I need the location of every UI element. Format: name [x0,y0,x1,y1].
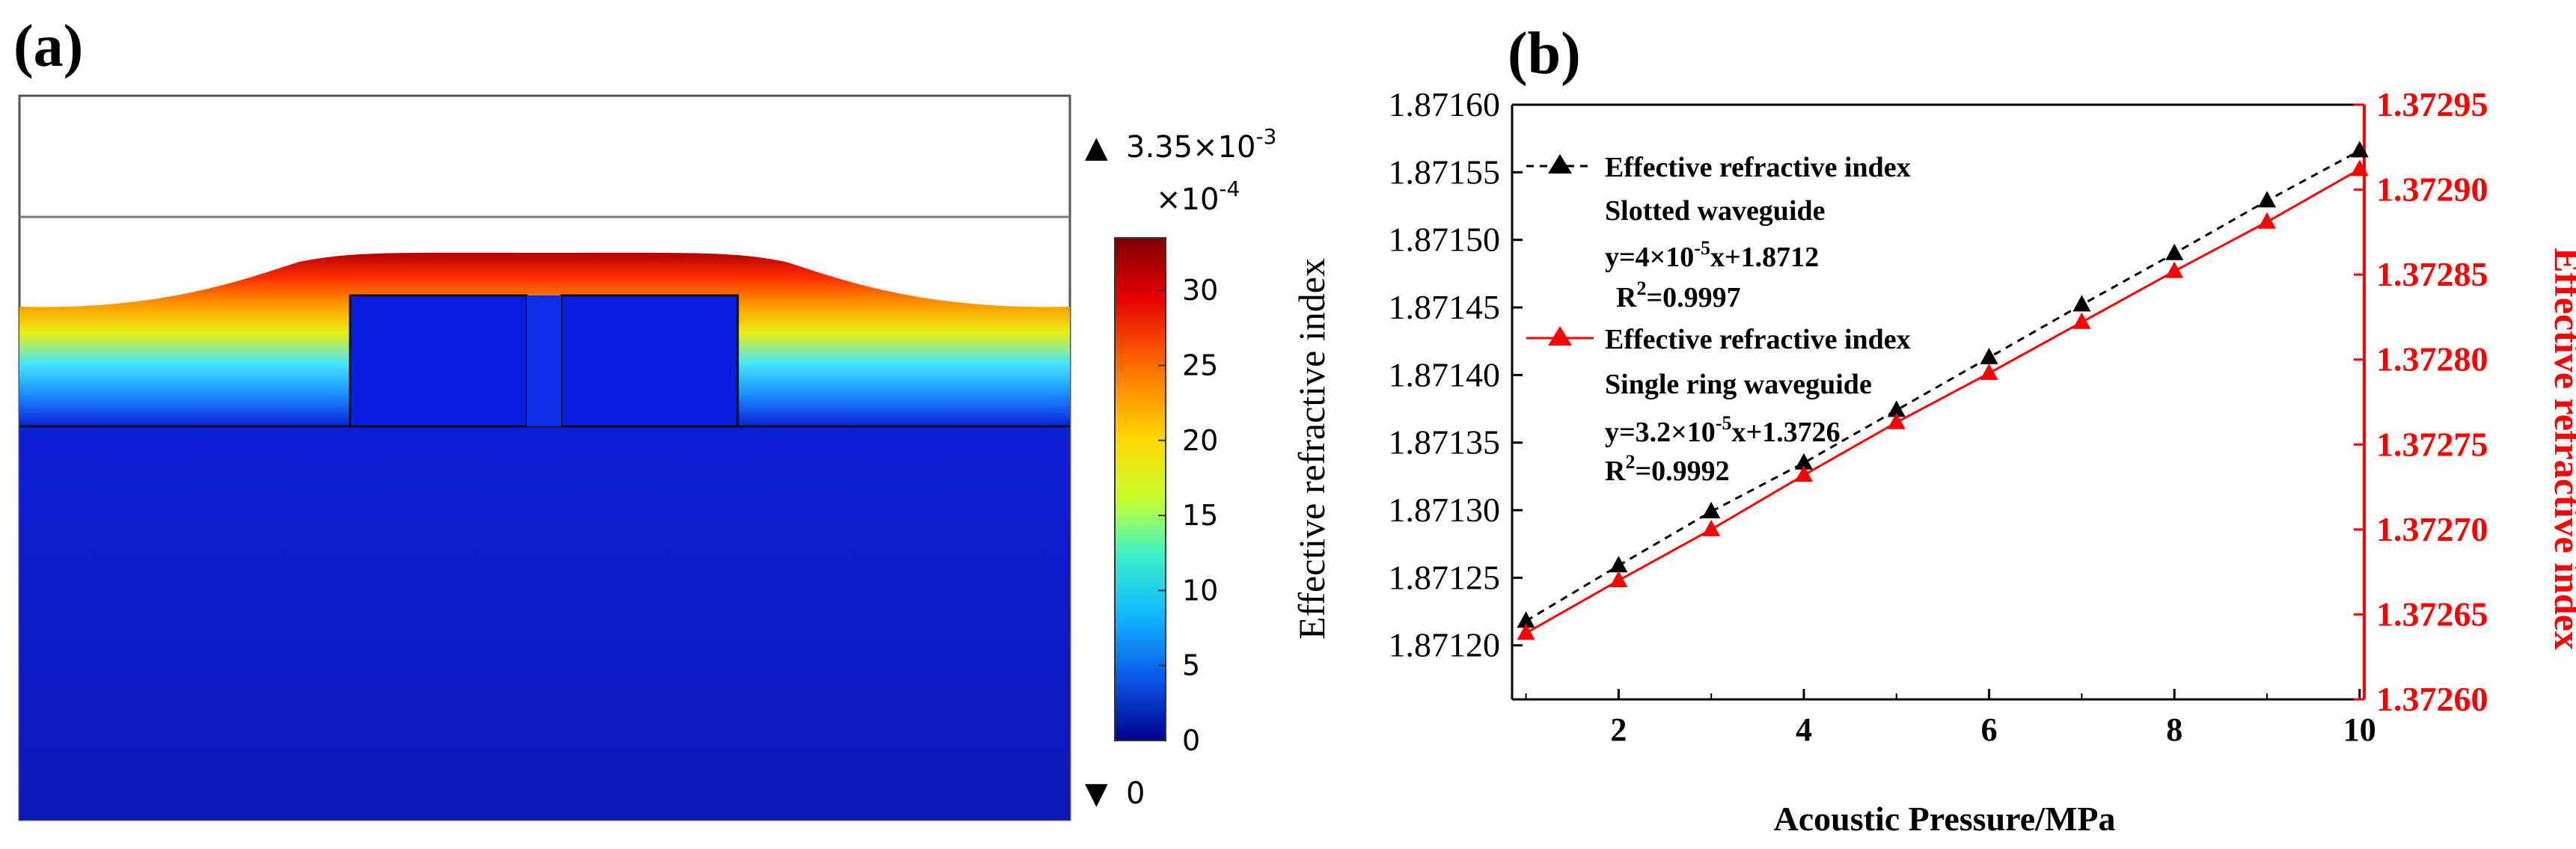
fit-equation-2: y=3.2×10-5x+1.3726 [1605,412,1841,448]
legend-marker-ring [1548,326,1572,346]
y-right-tick-label: 1.37270 [2376,510,2488,548]
colorbar-scale-label: ×10-4 [1156,177,1240,217]
data-point-slotted [1702,501,1721,518]
y-left-tick-label: 1.87140 [1389,355,1501,393]
plot-ticks: 2 4 6 8 10 1.87120 1.87125 1.87130 1.87135 1.8714… [1389,85,2488,748]
legend: Effective refractive index Slotted waveg… [1526,152,1911,487]
legend-marker-slotted [1548,154,1572,174]
x-axis-title: Acoustic Pressure/MPa [1774,800,2116,838]
y-right-tick-label: 1.37265 [2376,595,2488,633]
colorbar-tick-label: 20 [1182,424,1218,457]
data-point-ring [1702,519,1721,536]
data-point-ring [1794,465,1813,482]
y-right-tick-label: 1.37290 [2376,171,2488,209]
r-squared-1: R2=0.9997 [1616,278,1741,313]
y-left-tick-label: 1.87120 [1389,626,1501,664]
data-point-slotted [1887,400,1906,417]
x-tick-label: 4 [1796,711,1812,748]
data-point-ring [2072,312,2091,329]
data-point-ring [1517,623,1535,640]
y-left-tick-label: 1.87160 [1389,85,1501,123]
max-marker-icon: ▲ [1085,130,1108,165]
fit-equation-1: y=4×10-5x+1.8712 [1605,237,1819,273]
y-right-tick-label: 1.37295 [2376,85,2488,123]
data-point-slotted [1794,453,1813,470]
y-right-tick-label: 1.37285 [2376,255,2488,293]
data-point-slotted [2350,141,2369,158]
data-point-ring [1609,571,1628,587]
legend-entry-2-sub: Single ring waveguide [1605,369,1872,400]
min-marker-icon: ▼ [1085,776,1108,811]
data-point-ring [2258,212,2277,229]
legend-entry-2: Effective refractive index [1605,324,1911,355]
data-point-slotted [1980,347,1998,364]
y-axis-title-right: Effective refractive index [2547,248,2576,650]
waveguide-rail-left [349,294,528,428]
y-left-tick-label: 1.87125 [1389,558,1501,596]
data-point-slotted [1517,611,1535,628]
data-point-ring [1887,412,1906,429]
y-right-tick-label: 1.37280 [2376,340,2488,378]
legend-entry-1: Effective refractive index [1605,152,1911,183]
x-tick-label: 10 [2343,711,2376,748]
y-axis-title-left: Effective refractive index [1291,258,1333,640]
data-point-ring [2165,261,2184,278]
colorbar-tick-label: 25 [1182,349,1218,382]
data-point-slotted [2072,295,2091,312]
data-point-slotted [1609,556,1628,573]
colorbar-ticks: 30 25 20 15 10 5 0 [1158,274,1218,757]
series-line-slotted [1525,150,2361,622]
series-line-ring [1525,168,2361,634]
panel-b: (b) 2 4 6 8 10 1.87120 1.87125 1.87130 1.87135 1.… [1291,21,2576,838]
colorbar-tick-label: 10 [1182,574,1218,607]
r-squared-2: R2=0.9992 [1605,451,1730,487]
field-map [18,94,1071,821]
slot-region [527,295,561,426]
y-left-tick-label: 1.87155 [1389,153,1501,191]
data-point-slotted [2258,191,2277,208]
substrate-region [19,426,1070,820]
y-left-tick-label: 1.87145 [1389,288,1501,326]
colorbar-tick-label: 30 [1182,274,1218,307]
data-point-ring [1980,363,1998,380]
max-value-label: 3.35×10-3 [1126,124,1276,165]
legend-entry-1-sub: Slotted waveguide [1605,195,1826,227]
colorbar-tick-label: 5 [1182,649,1200,682]
waveguide-rail-right [560,294,739,428]
y-right-tick-label: 1.37260 [2376,680,2488,718]
plot-series [1517,141,2369,640]
data-point-slotted [2165,243,2184,260]
data-point-ring [2350,159,2369,177]
x-tick-label: 6 [1981,711,1998,748]
colorbar [1114,237,1166,741]
panel-a: (a) ▲ 3.35×10-3 ×10-4 ▼ 0 30 25 20 15 10 5 0 [13,13,1276,821]
x-tick-label: 2 [1610,711,1627,748]
x-tick-label: 8 [2166,711,2182,748]
y-left-tick-label: 1.87150 [1389,221,1501,259]
colorbar-tick-label: 15 [1182,499,1218,532]
y-left-tick-label: 1.87130 [1389,491,1501,529]
panel-a-label: (a) [13,13,83,79]
panel-b-label: (b) [1508,21,1581,87]
colorbar-tick-label: 0 [1182,724,1200,757]
y-left-tick-label: 1.87135 [1389,423,1501,462]
plot-frame [1511,103,2366,701]
y-right-tick-label: 1.37275 [2376,425,2488,463]
min-value-label: 0 [1126,776,1145,811]
